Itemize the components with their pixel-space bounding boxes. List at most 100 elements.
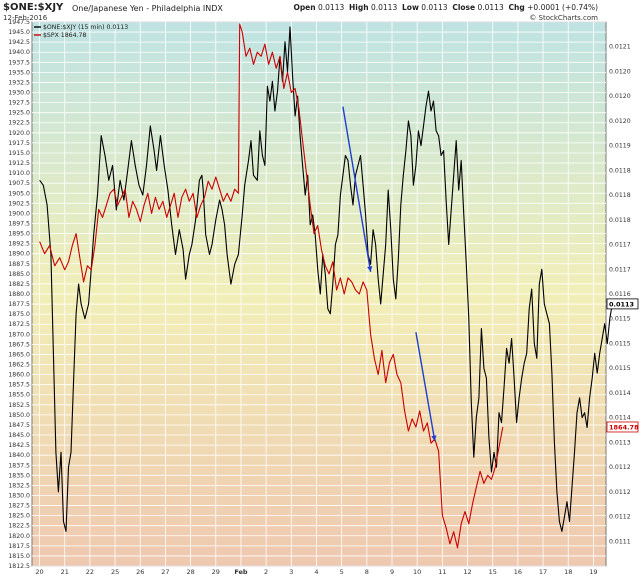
x-tick-label: 28 xyxy=(186,568,194,576)
left-tick-label: 1935.0 xyxy=(8,69,30,76)
right-tick-label: 0.0116 xyxy=(609,291,631,298)
left-tick-label: 1912.5 xyxy=(8,160,30,167)
left-tick-label: 1902.5 xyxy=(8,200,30,207)
x-tick-label: 27 xyxy=(161,568,169,576)
x-tick-label: 9 xyxy=(390,568,394,576)
right-tick-label: 0.0112 xyxy=(609,489,631,496)
right-tick-label: 0.0118 xyxy=(609,192,631,199)
trend-lines xyxy=(342,106,437,442)
x-tick-label: 20 xyxy=(35,568,43,576)
x-tick-label: 12 xyxy=(463,568,471,576)
left-tick-label: 1850.0 xyxy=(8,412,30,419)
left-tick-label: 1832.5 xyxy=(8,482,30,489)
last-value-text: 0.0113 xyxy=(609,300,634,308)
right-tick-label: 0.0117 xyxy=(609,242,631,249)
x-tick-label: 5 xyxy=(340,568,344,576)
right-tick-label: 0.0115 xyxy=(609,340,631,347)
left-tick-label: 1900.0 xyxy=(8,210,30,217)
left-tick-label: 1945.0 xyxy=(8,29,30,36)
x-tick-label: 19 xyxy=(589,568,597,576)
left-tick-label: 1827.5 xyxy=(8,503,30,510)
last-value-box xyxy=(606,298,639,310)
close-value: 0.0113 xyxy=(477,3,504,12)
legend-entry: $SPX 1864.78 xyxy=(43,32,86,39)
left-tick-label: 1887.5 xyxy=(8,261,30,268)
left-tick-label: 1840.0 xyxy=(8,452,30,459)
left-tick-label: 1837.5 xyxy=(8,462,30,469)
x-tick-label: 21 xyxy=(61,568,69,576)
left-tick-label: 1847.5 xyxy=(8,422,30,429)
left-tick-label: 1855.0 xyxy=(8,392,30,399)
chg-value: +0.0001 (+0.74%) xyxy=(527,3,598,12)
right-tick-label: 0.0115 xyxy=(609,316,631,323)
left-tick-label: 1865.0 xyxy=(8,351,30,358)
last-value-box xyxy=(606,421,639,433)
left-tick-label: 1890.0 xyxy=(8,251,30,258)
left-tick-label: 1812.5 xyxy=(8,563,30,570)
left-tick-label: 1845.0 xyxy=(8,432,30,439)
high-value: 0.0113 xyxy=(370,3,398,12)
left-tick-label: 1852.5 xyxy=(8,402,30,409)
x-tick-label: 16 xyxy=(514,568,522,576)
left-tick-label: 1930.0 xyxy=(8,90,30,97)
left-tick-label: 1885.0 xyxy=(8,271,30,278)
right-tick-label: 0.0114 xyxy=(609,390,631,397)
x-tick-label: Feb xyxy=(234,568,248,576)
left-tick-label: 1822.5 xyxy=(8,523,30,530)
left-tick-label: 1942.5 xyxy=(8,39,30,46)
series-layer xyxy=(39,23,613,549)
x-tick-label: 26 xyxy=(136,568,144,576)
left-tick-label: 1907.5 xyxy=(8,180,30,187)
right-tick-label: 0.0119 xyxy=(609,143,631,150)
right-tick-label: 0.0113 xyxy=(609,439,631,446)
right-tick-label: 0.0117 xyxy=(609,266,631,273)
x-tick-label: 29 xyxy=(212,568,220,576)
left-tick-label: 1932.5 xyxy=(8,79,30,86)
right-tick-label: 0.0120 xyxy=(609,118,631,125)
trend-arrowhead xyxy=(367,266,373,272)
left-tick-label: 1895.0 xyxy=(8,231,30,238)
x-tick-label: 18 xyxy=(564,568,572,576)
left-tick-label: 1860.0 xyxy=(8,372,30,379)
left-tick-label: 1905.0 xyxy=(8,190,30,197)
trend-arrowhead xyxy=(431,435,437,442)
right-tick-label: 0.0121 xyxy=(609,44,631,51)
trend-line xyxy=(415,332,436,442)
x-tick-label: 2 xyxy=(264,568,268,576)
legend-entry: $ONE:$XJY (15 min) 0.0113 xyxy=(43,24,128,31)
xjy-series-line xyxy=(39,26,613,532)
x-tick-label: 17 xyxy=(539,568,547,576)
last-value-labels: 0.0113 1864.78 xyxy=(606,298,639,433)
spx-last-value-label: 1864.78 xyxy=(606,421,639,433)
left-tick-label: 1880.0 xyxy=(8,291,30,298)
low-label: Low xyxy=(402,3,419,12)
left-tick-label: 1830.0 xyxy=(8,492,30,499)
last-value-text: 1864.78 xyxy=(609,423,639,431)
symbol-description: One/Japanese Yen - Philadelphia INDX xyxy=(72,4,223,13)
low-value: 0.0113 xyxy=(421,3,448,12)
left-tick-label: 1842.5 xyxy=(8,442,30,449)
left-tick-label: 1882.5 xyxy=(8,281,30,288)
right-tick-label: 0.0111 xyxy=(609,538,631,545)
right-tick-label: 0.0118 xyxy=(609,217,631,224)
left-tick-label: 1817.5 xyxy=(8,543,30,550)
x-tick-label: 3 xyxy=(289,568,293,576)
trend-line xyxy=(342,106,372,272)
right-tick-label: 0.0112 xyxy=(609,464,631,471)
x-tick-label: 8 xyxy=(365,568,369,576)
left-tick-label: 1922.5 xyxy=(8,120,30,127)
close-label: Close xyxy=(452,3,476,12)
left-tick-label: 1857.5 xyxy=(8,382,30,389)
left-tick-label: 1915.0 xyxy=(8,150,30,157)
left-axis: 1812.5 1815.0 1817.5 1820.0 1822.5 1825.0 1827… xyxy=(8,19,30,570)
left-tick-label: 1862.5 xyxy=(8,362,30,369)
right-tick-label: 0.0115 xyxy=(609,365,631,372)
right-tick-label: 0.0120 xyxy=(609,68,631,75)
right-tick-label: 0.0114 xyxy=(609,415,631,422)
left-tick-label: 1872.5 xyxy=(8,321,30,328)
stockcharts-credit: © StockCharts.com xyxy=(529,14,598,22)
x-tick-label: 10 xyxy=(413,568,421,576)
left-tick-label: 1875.0 xyxy=(8,311,30,318)
open-value: 0.0113 xyxy=(318,3,345,12)
x-tick-label: 11 xyxy=(438,568,446,576)
